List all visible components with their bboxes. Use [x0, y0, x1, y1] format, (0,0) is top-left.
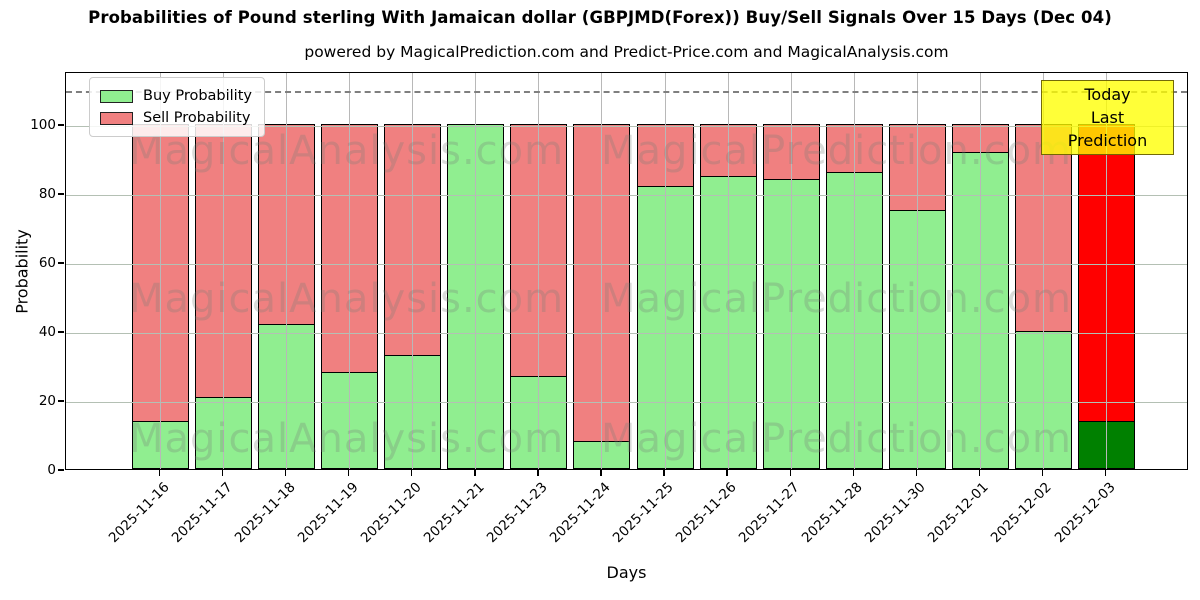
x-tick-2025-11-17 — [221, 470, 224, 476]
gridline-y-20 — [66, 401, 1187, 403]
x-tick-2025-11-28 — [852, 470, 854, 476]
chart-subtitle: powered by MagicalPrediction.com and Pre… — [304, 43, 949, 61]
x-tick-2025-12-01 — [978, 470, 981, 476]
x-tick-2025-11-21 — [474, 470, 476, 476]
y-tick-label-80: 80 — [38, 186, 56, 203]
x-tick-2025-11-18 — [284, 470, 287, 476]
gridline-x-2025-11-28 — [853, 73, 855, 469]
x-tick-2025-11-30 — [915, 470, 918, 476]
gridline-x-2025-11-23 — [538, 73, 540, 469]
today-annotation-line1: Today — [1084, 85, 1131, 104]
gridline-x-2025-11-27 — [790, 73, 792, 469]
y-tick-label-40: 40 — [38, 324, 56, 341]
y-tick-0 — [58, 469, 64, 471]
gridline-x-2025-11-24 — [601, 73, 603, 469]
gridline-x-2025-12-02 — [1042, 73, 1044, 469]
x-tick-2025-11-26 — [726, 470, 728, 476]
gridline-x-2025-11-18 — [286, 73, 288, 469]
y-tick-100 — [58, 124, 64, 126]
y-tick-label-100: 100 — [30, 117, 56, 134]
y-tick-label-60: 60 — [38, 255, 56, 272]
gridline-x-2025-11-30 — [916, 73, 918, 469]
chart-title: Probabilities of Pound sterling With Jam… — [88, 8, 1112, 27]
x-tick-2025-11-20 — [411, 470, 413, 476]
legend-sell-label: Sell Probability — [143, 110, 251, 126]
gridline-x-2025-11-26 — [727, 73, 729, 469]
x-tick-2025-11-25 — [663, 470, 665, 476]
y-tick-20 — [58, 400, 64, 402]
gridline-x-2025-12-03 — [1106, 73, 1108, 469]
x-tick-2025-12-02 — [1041, 470, 1044, 476]
y-tick-80 — [58, 193, 64, 195]
gridline-y-100 — [66, 125, 1187, 127]
x-tick-2025-11-19 — [348, 470, 350, 476]
gridline-x-2025-11-25 — [664, 73, 666, 469]
x-tick-2025-12-03 — [1104, 470, 1107, 476]
x-axis-title: Days — [606, 563, 647, 582]
gridline-y-60 — [66, 263, 1187, 265]
gridline-x-2025-11-17 — [223, 73, 225, 469]
legend-row-sell: Sell Probability — [100, 107, 252, 129]
dashed-reference-line — [66, 90, 1187, 93]
y-axis-title: Probability — [12, 229, 32, 314]
legend-row-buy: Buy Probability — [100, 85, 252, 107]
x-tick-2025-11-24 — [600, 470, 602, 476]
gridline-x-2025-11-16 — [160, 73, 161, 469]
gridline-y-40 — [66, 332, 1187, 334]
plot-area: MagicalAnalysis.com MagicalPrediction.com… — [65, 72, 1188, 470]
gridline-x-2025-11-20 — [412, 73, 414, 469]
y-tick-40 — [58, 331, 64, 333]
legend-buy-label: Buy Probability — [143, 88, 252, 104]
gridline-x-2025-12-01 — [979, 73, 981, 469]
chart-legend: Buy Probability Sell Probability — [89, 77, 265, 137]
gridline-y-80 — [66, 194, 1187, 196]
x-tick-2025-11-27 — [789, 470, 791, 476]
bar-2025-11-25 — [636, 73, 694, 469]
y-tick-60 — [58, 262, 64, 264]
gridline-x-2025-11-21 — [475, 73, 477, 469]
x-tick-2025-11-16 — [158, 470, 161, 476]
buy-swatch-icon — [100, 89, 133, 103]
gridline-x-2025-11-19 — [349, 73, 351, 469]
y-tick-label-0: 0 — [47, 462, 56, 478]
y-tick-label-20: 20 — [38, 393, 56, 410]
today-annotation: Today Last Prediction — [1041, 80, 1174, 155]
x-tick-2025-11-23 — [537, 470, 539, 476]
sell-swatch-icon — [100, 111, 133, 125]
today-annotation-line2: Last Prediction — [1067, 108, 1148, 150]
